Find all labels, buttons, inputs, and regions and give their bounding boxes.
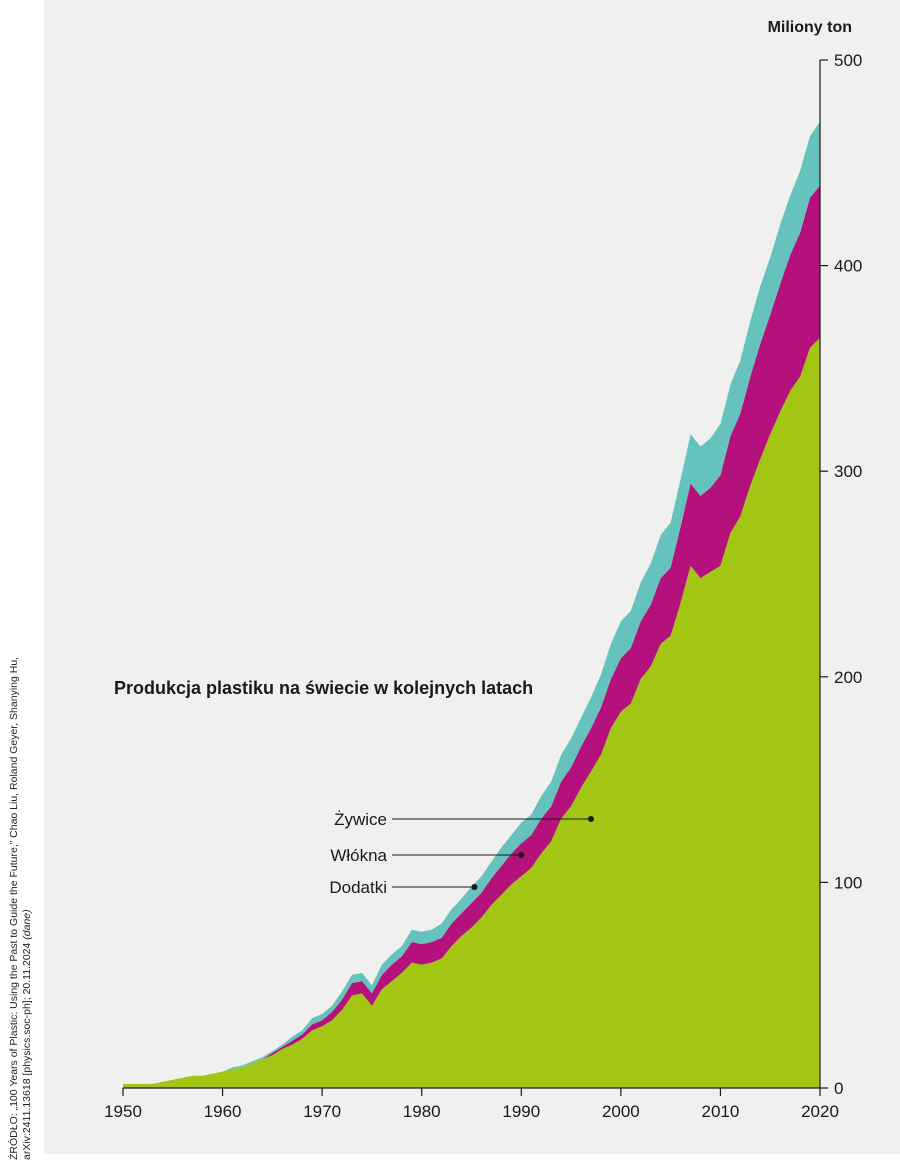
area-series-1 bbox=[123, 337, 820, 1089]
legend-label: Dodatki bbox=[329, 878, 387, 897]
x-tick-label: 1980 bbox=[403, 1102, 441, 1121]
legend-dot bbox=[518, 852, 525, 858]
x-tick-label: 2000 bbox=[602, 1102, 640, 1121]
x-tick-label: 1950 bbox=[104, 1102, 142, 1121]
legend-dot bbox=[471, 884, 478, 890]
y-tick-label: 0 bbox=[834, 1079, 843, 1098]
y-tick-label: 100 bbox=[834, 873, 862, 892]
area-series-3 bbox=[123, 121, 820, 1084]
legend-dot bbox=[587, 816, 594, 822]
legend-label: Włókna bbox=[330, 846, 387, 865]
x-tick-label: 1970 bbox=[303, 1102, 341, 1121]
legend: Żywice Włókna Dodatki bbox=[329, 810, 594, 897]
y-tick-label: 400 bbox=[834, 257, 862, 276]
x-tick-label: 1990 bbox=[502, 1102, 540, 1121]
y-axis-unit-label: Miliony ton bbox=[768, 19, 852, 36]
x-tick-label: 2020 bbox=[801, 1102, 839, 1121]
chart-title: Produkcja plastiku na świecie w kolejnyc… bbox=[114, 678, 533, 698]
axes: 1950 1960 1970 1980 1990 2000 2010 2020 0 100 200 3… bbox=[104, 51, 862, 1121]
y-tick-label: 500 bbox=[834, 51, 862, 70]
x-tick-label: 1960 bbox=[204, 1102, 242, 1121]
y-tick-label: 200 bbox=[834, 668, 862, 687]
y-tick-label: 300 bbox=[834, 462, 862, 481]
x-tick-label: 2010 bbox=[702, 1102, 740, 1121]
legend-label: Żywice bbox=[334, 810, 387, 829]
stacked-areas bbox=[123, 121, 820, 1089]
area-series-2 bbox=[123, 185, 820, 1084]
